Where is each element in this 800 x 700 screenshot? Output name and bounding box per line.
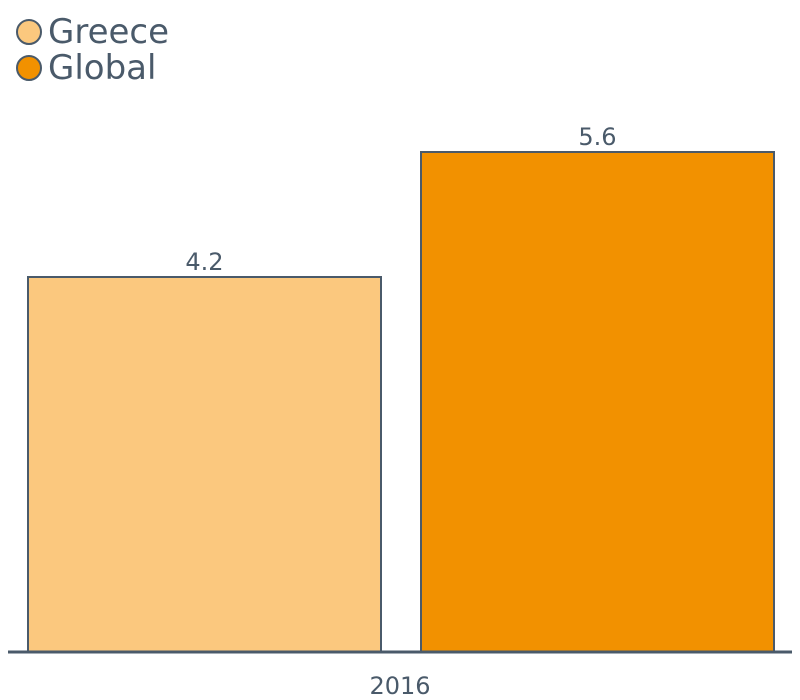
value-label-global: 5.6 <box>578 123 616 151</box>
legend-swatch-greece <box>16 19 42 45</box>
legend: Greece Global <box>16 14 169 86</box>
legend-item-greece[interactable]: Greece <box>16 14 169 50</box>
legend-label-greece: Greece <box>48 12 170 52</box>
legend-swatch-global <box>16 55 42 81</box>
bar-greece[interactable] <box>27 276 382 653</box>
value-label-greece: 4.2 <box>185 248 223 276</box>
legend-item-global[interactable]: Global <box>16 50 169 86</box>
x-tick-label: 2016 <box>369 672 430 700</box>
bar-global[interactable] <box>420 151 775 653</box>
legend-label-global: Global <box>48 48 157 88</box>
